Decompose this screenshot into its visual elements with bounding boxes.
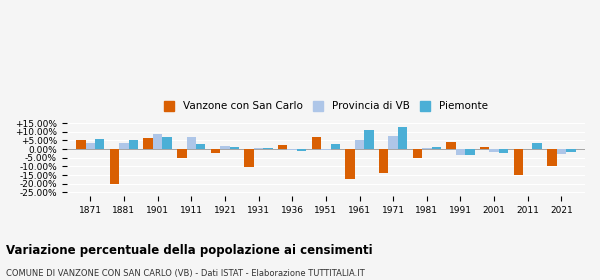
Text: Variazione percentuale della popolazione ai censimenti: Variazione percentuale della popolazione… [6, 244, 373, 256]
Bar [446, 142, 456, 149]
Bar [95, 139, 104, 149]
Bar [379, 149, 388, 172]
Bar [287, 149, 297, 150]
Bar [163, 137, 172, 149]
Bar [364, 130, 374, 149]
Bar [128, 140, 138, 149]
Bar [76, 140, 86, 149]
Bar [465, 149, 475, 155]
Bar [547, 149, 557, 166]
Bar [187, 137, 196, 149]
Bar [480, 147, 490, 149]
Bar [263, 148, 272, 149]
Text: COMUNE DI VANZONE CON SAN CARLO (VB) - Dati ISTAT - Elaborazione TUTTITALIA.IT: COMUNE DI VANZONE CON SAN CARLO (VB) - D… [6, 269, 365, 278]
Bar [153, 134, 163, 149]
Bar [244, 149, 254, 167]
Bar [398, 127, 407, 149]
Bar [211, 149, 220, 153]
Bar [110, 149, 119, 184]
Bar [456, 149, 465, 155]
Bar [431, 147, 441, 149]
Bar [321, 149, 331, 150]
Bar [196, 144, 205, 149]
Bar [220, 146, 230, 149]
Bar [499, 149, 508, 153]
Bar [346, 149, 355, 179]
Bar [143, 138, 153, 149]
Bar [331, 144, 340, 149]
Bar [355, 140, 364, 149]
Bar [566, 149, 575, 152]
Bar [514, 149, 523, 175]
Bar [86, 143, 95, 149]
Bar [490, 149, 499, 152]
Bar [254, 148, 263, 149]
Bar [532, 143, 542, 149]
Bar [413, 149, 422, 158]
Bar [422, 148, 431, 149]
Bar [177, 149, 187, 158]
Bar [312, 137, 321, 149]
Bar [119, 143, 128, 149]
Legend: Vanzone con San Carlo, Provincia di VB, Piemonte: Vanzone con San Carlo, Provincia di VB, … [159, 96, 493, 117]
Bar [230, 147, 239, 149]
Bar [557, 149, 566, 154]
Bar [388, 136, 398, 149]
Bar [278, 145, 287, 149]
Bar [297, 149, 307, 151]
